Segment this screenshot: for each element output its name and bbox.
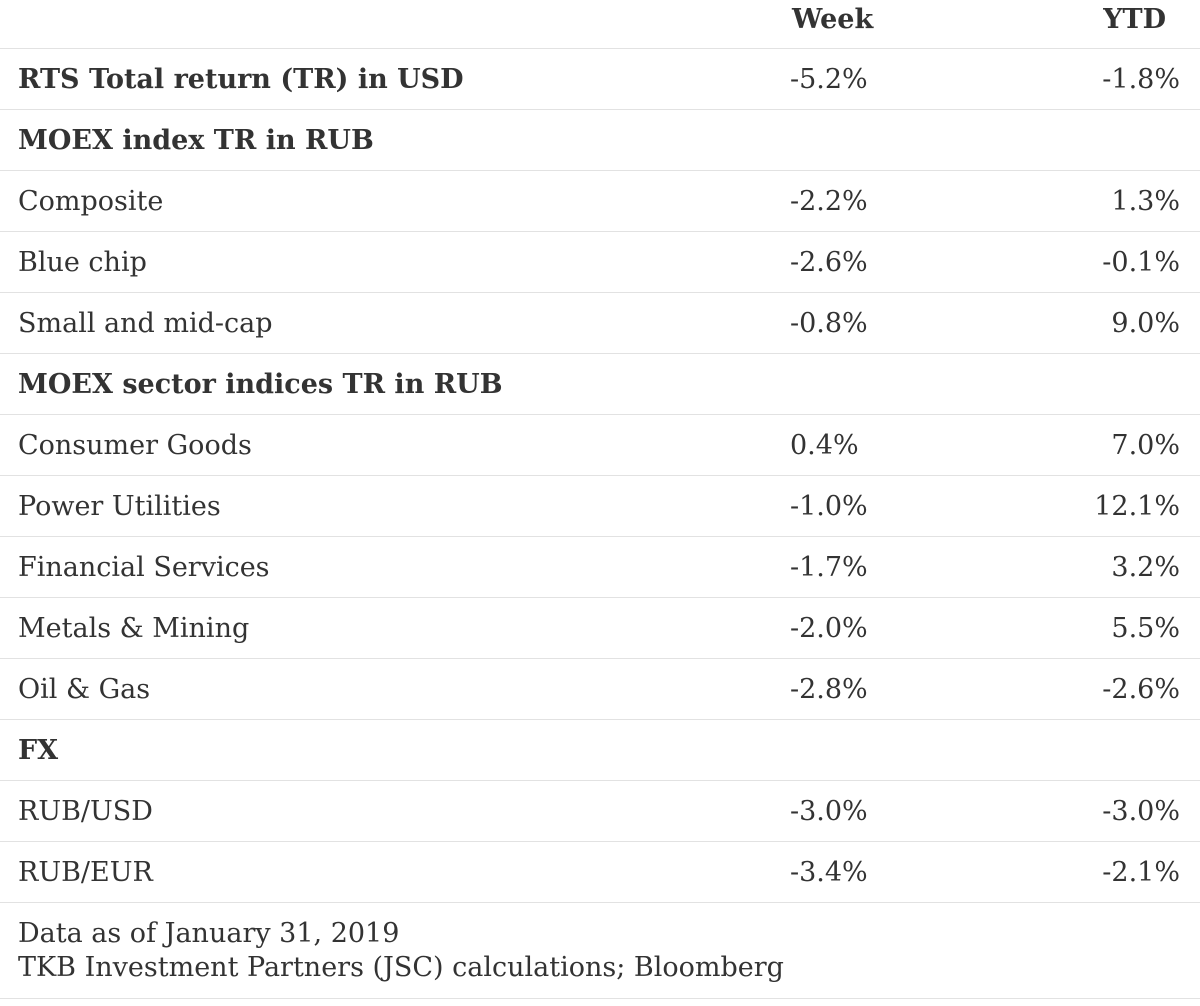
table-row: RUB/USD -3.0% -3.0% (0, 781, 1200, 842)
row-label: Metals & Mining (18, 612, 250, 644)
row-label: RUB/USD (18, 795, 153, 827)
row-label: RUB/EUR (18, 856, 153, 888)
ytd-value: -1.8% (1102, 63, 1180, 95)
row-label: Financial Services (18, 551, 270, 583)
table-section-row: MOEX index TR in RUB (0, 110, 1200, 171)
table-header-row: Week YTD (0, 0, 1200, 49)
row-label: FX (18, 734, 59, 766)
ytd-value: -0.1% (1102, 246, 1180, 278)
ytd-value: 1.3% (1111, 185, 1180, 217)
table-row: Small and mid-cap -0.8% 9.0% (0, 293, 1200, 354)
week-value: -2.6% (790, 246, 868, 278)
row-label: MOEX index TR in RUB (18, 124, 374, 156)
week-value: -2.0% (790, 612, 868, 644)
row-label: Composite (18, 185, 164, 217)
week-value: -3.0% (790, 795, 868, 827)
row-label: RTS Total return (TR) in USD (18, 63, 464, 95)
table-section-row: FX (0, 720, 1200, 781)
ytd-value: 3.2% (1111, 551, 1180, 583)
ytd-value: -3.0% (1102, 795, 1180, 827)
column-header-week: Week (792, 4, 874, 35)
week-value: -3.4% (790, 856, 868, 888)
ytd-value: 5.5% (1111, 612, 1180, 644)
week-value: -2.2% (790, 185, 868, 217)
table-row: Metals & Mining -2.0% 5.5% (0, 598, 1200, 659)
table-row: Consumer Goods 0.4% 7.0% (0, 415, 1200, 476)
table-row: Blue chip -2.6% -0.1% (0, 232, 1200, 293)
ytd-value: -2.1% (1102, 856, 1180, 888)
row-label: Power Utilities (18, 490, 221, 522)
table-body: RTS Total return (TR) in USD -5.2% -1.8% MO… (0, 49, 1200, 903)
ytd-value: 7.0% (1111, 429, 1180, 461)
row-label: Blue chip (18, 246, 147, 278)
ytd-value: -2.6% (1102, 673, 1180, 705)
column-header-ytd: YTD (1103, 4, 1166, 35)
table-row: RUB/EUR -3.4% -2.1% (0, 842, 1200, 903)
footnote-date: Data as of January 31, 2019 (18, 918, 400, 949)
row-label: Consumer Goods (18, 429, 252, 461)
table-section-row: MOEX sector indices TR in RUB (0, 354, 1200, 415)
ytd-value: 9.0% (1111, 307, 1180, 339)
table-row: Financial Services -1.7% 3.2% (0, 537, 1200, 598)
footnote: Data as of January 31, 2019 TKB Investme… (18, 917, 784, 985)
week-value: -5.2% (790, 63, 868, 95)
row-label: Small and mid-cap (18, 307, 273, 339)
footnote-source: TKB Investment Partners (JSC) calculatio… (18, 952, 784, 983)
row-label: Oil & Gas (18, 673, 151, 705)
table-row: Composite -2.2% 1.3% (0, 171, 1200, 232)
week-value: -0.8% (790, 307, 868, 339)
week-value: -1.7% (790, 551, 868, 583)
week-value: 0.4% (790, 429, 859, 461)
ytd-value: 12.1% (1094, 490, 1180, 522)
table-footer: Data as of January 31, 2019 TKB Investme… (0, 903, 1200, 999)
row-label: MOEX sector indices TR in RUB (18, 368, 503, 400)
week-value: -2.8% (790, 673, 868, 705)
table-section-row: RTS Total return (TR) in USD -5.2% -1.8% (0, 49, 1200, 110)
table-row: Oil & Gas -2.8% -2.6% (0, 659, 1200, 720)
table-row: Power Utilities -1.0% 12.1% (0, 476, 1200, 537)
week-value: -1.0% (790, 490, 868, 522)
